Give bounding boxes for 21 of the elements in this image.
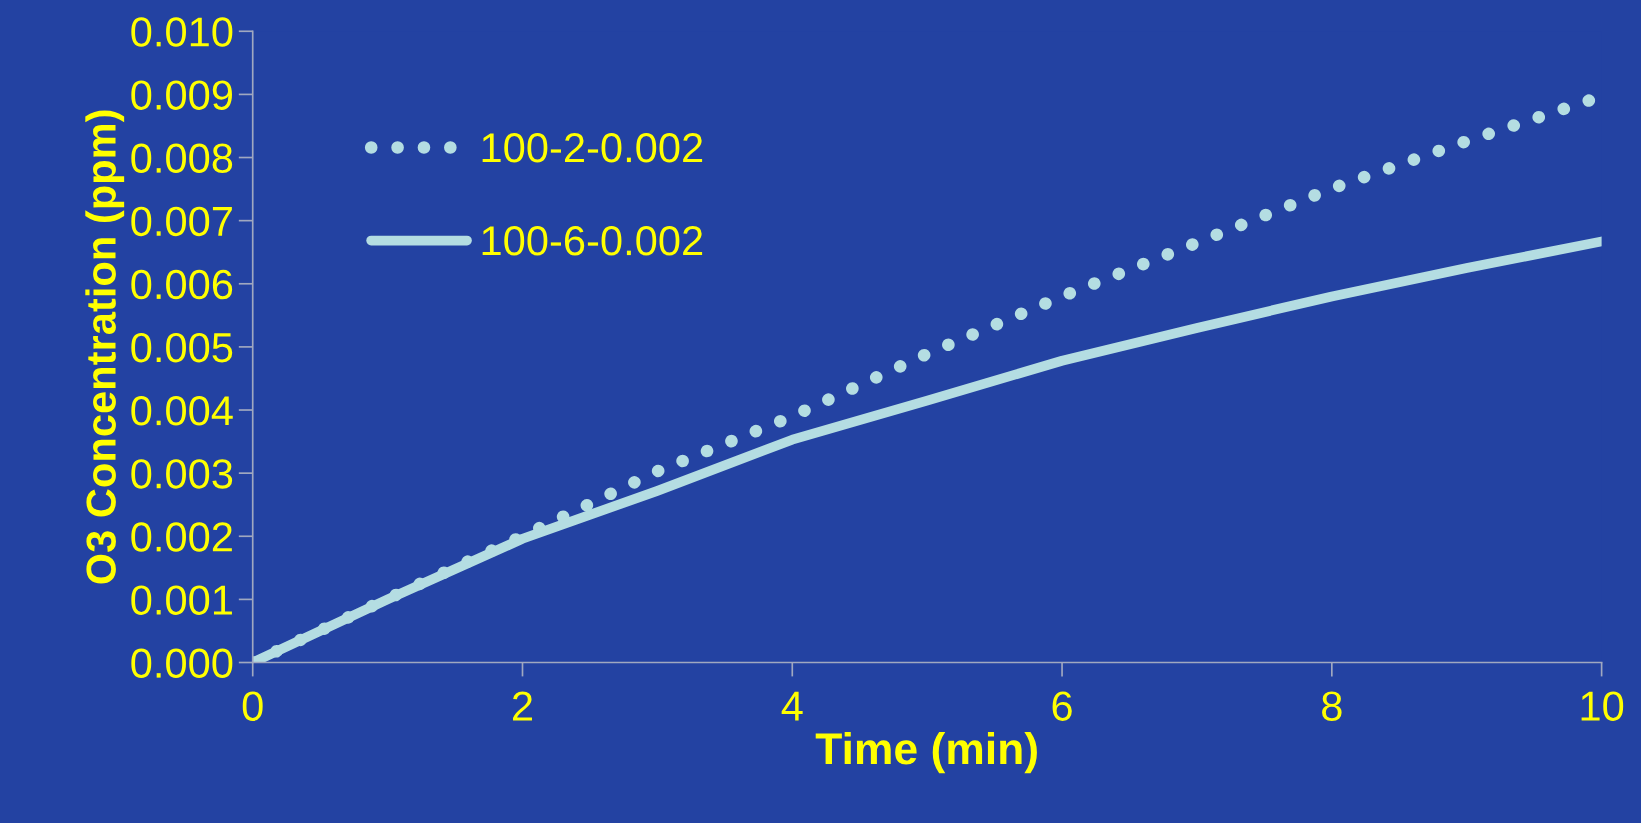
y-tick-label: 0.001 [131,585,232,615]
x-tick-label: 8 [1322,691,1342,721]
y-tick-label: 0.000 [131,648,233,679]
legend-label: 100-2-0.002 [482,133,703,163]
x-tick-label: 2 [513,691,532,721]
x-tick-label: 0 [242,691,263,721]
y-tick-label: 0.008 [131,143,233,174]
y-axis-title: O3 Concentration (ppm) [85,110,125,584]
y-tick-label: 0.002 [131,522,232,552]
x-tick-label: 4 [781,691,803,721]
x-axis-title: Time (min) [815,731,1037,774]
y-tick-label: 0.006 [131,269,233,300]
y-tick-label: 0.009 [131,80,232,110]
y-tick-label: 0.004 [131,396,233,426]
y-tick-label: 0.010 [131,17,233,47]
y-tick-label: 0.005 [131,332,233,363]
y-tick-label: 0.007 [131,206,232,237]
x-tick-label: 10 [1581,691,1624,721]
x-tick-label: 6 [1052,691,1072,721]
legend-label: 100-6-0.002 [482,226,703,256]
y-tick-label: 0.003 [131,459,233,489]
